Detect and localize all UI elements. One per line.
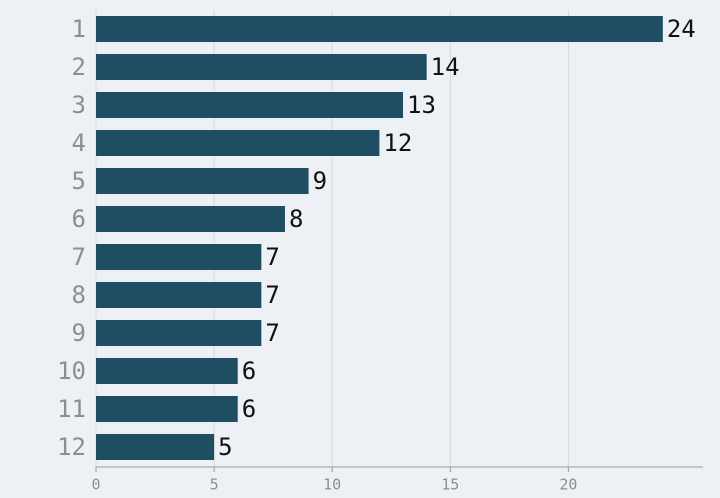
value-label: 7 [265,281,279,309]
value-label: 9 [313,167,327,195]
bar [96,130,380,156]
bar [96,282,262,308]
bar [96,320,262,346]
y-tick-label: 4 [72,129,86,157]
value-label: 6 [242,357,256,385]
bar [96,206,285,232]
y-tick-label: 2 [72,53,86,81]
bar [96,358,238,384]
y-tick-label: 5 [72,167,86,195]
x-tick-label: 0 [91,476,100,494]
value-label: 14 [431,53,460,81]
value-label: 13 [407,91,436,119]
value-label: 7 [265,243,279,271]
x-tick-label: 15 [441,476,459,494]
y-tick-label: 9 [72,319,86,347]
bar [96,396,238,422]
y-tick-label: 10 [57,357,86,385]
value-label: 5 [218,433,232,461]
y-tick-label: 12 [57,433,86,461]
value-label: 24 [667,15,696,43]
bar [96,244,262,270]
value-label: 6 [242,395,256,423]
value-label: 7 [265,319,279,347]
y-tick-label: 1 [72,15,86,43]
x-tick-label: 5 [210,476,219,494]
y-tick-label: 8 [72,281,86,309]
bar [96,54,427,80]
value-label: 8 [289,205,303,233]
x-tick-label: 20 [559,476,577,494]
bar [96,168,309,194]
bar [96,92,404,118]
bar [96,434,215,460]
value-label: 12 [383,129,412,157]
y-tick-label: 11 [57,395,86,423]
x-tick-label: 10 [323,476,341,494]
y-tick-label: 7 [72,243,86,271]
y-tick-label: 6 [72,205,86,233]
bar [96,16,663,42]
y-tick-label: 3 [72,91,86,119]
